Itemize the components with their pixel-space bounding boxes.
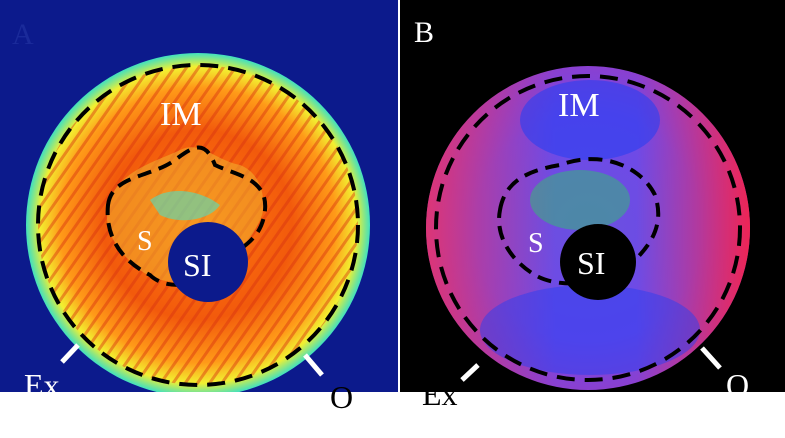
green-region <box>530 170 630 230</box>
panel-label: A <box>12 18 34 51</box>
panel-b: B IM S SI <box>400 0 785 392</box>
blue-region <box>520 80 660 160</box>
label-s: S <box>528 228 544 259</box>
label-im: IM <box>558 87 600 124</box>
label-ex: Ex <box>422 376 458 412</box>
pointer-ex <box>460 363 480 382</box>
panel-b-footer <box>400 392 785 438</box>
blue-region <box>480 285 700 375</box>
label-si: SI <box>577 245 605 281</box>
central-hole <box>168 222 248 302</box>
inner-dashed-boundary <box>497 157 661 286</box>
label-si: SI <box>183 247 211 283</box>
inner-highlight <box>150 190 220 221</box>
label-im: IM <box>160 96 202 133</box>
panel-a-footer <box>0 392 398 438</box>
pointer-ex <box>60 343 80 364</box>
label-s: S <box>137 226 153 257</box>
label-o: O <box>330 379 353 415</box>
inner-dashed-boundary <box>105 145 268 287</box>
central-hole <box>560 224 636 300</box>
pointer-o <box>700 346 722 370</box>
outer-dashed-boundary <box>434 74 742 382</box>
label-o: O <box>726 367 749 403</box>
pointer-o <box>303 353 324 377</box>
outer-dashed-boundary <box>36 63 360 387</box>
panel-label: B <box>414 16 434 49</box>
panel-a: A IM S SI Ex <box>0 0 398 403</box>
